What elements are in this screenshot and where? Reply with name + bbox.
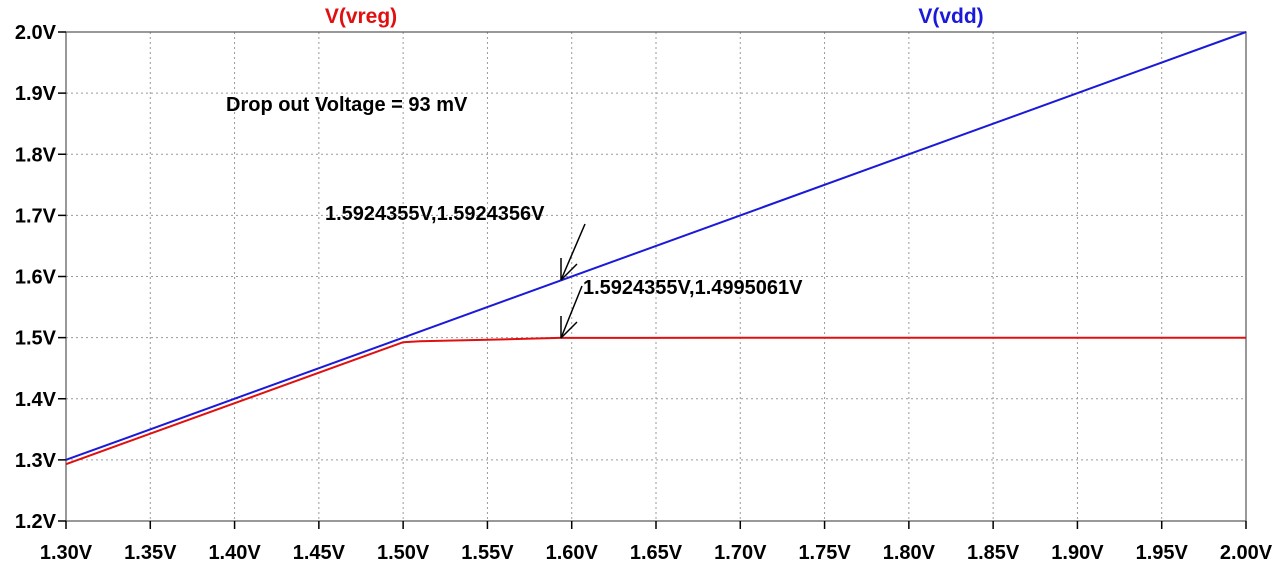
- x-tick-label: 1.65V: [630, 542, 683, 564]
- y-tick-label: 1.3V: [15, 450, 57, 472]
- x-tick-labels: 1.30V 1.35V 1.40V 1.45V 1.50V 1.55V 1.60V 1.65V…: [40, 542, 1273, 564]
- y-tick-label: 2.0V: [15, 22, 57, 44]
- x-tick-label: 1.90V: [1051, 542, 1104, 564]
- x-tick-label: 1.55V: [461, 542, 514, 564]
- y-tick-label: 1.4V: [15, 389, 57, 411]
- y-tick-label: 1.7V: [15, 205, 57, 227]
- x-tick-label: 1.60V: [546, 542, 599, 564]
- x-tick-label: 1.95V: [1136, 542, 1189, 564]
- vreg-point-arrow: [560, 285, 583, 339]
- y-tick-label: 1.8V: [15, 144, 57, 166]
- y-tick-label: 1.2V: [15, 511, 57, 533]
- x-tick-label: 1.70V: [714, 542, 767, 564]
- legend-vreg: V(vreg): [325, 5, 397, 28]
- dropout-annotation: Drop out Voltage = 93 mV: [226, 94, 468, 116]
- x-tick-label: 1.35V: [124, 542, 177, 564]
- tick-marks: [58, 31, 1247, 529]
- x-tick-label: 1.50V: [377, 542, 430, 564]
- series-line-v-vreg: [65, 336, 1247, 466]
- x-tick-label: 1.40V: [208, 542, 261, 564]
- x-tick-label: 2.00V: [1220, 542, 1273, 564]
- x-tick-label: 1.75V: [798, 542, 851, 564]
- series-line-v-vdd: [65, 31, 1247, 461]
- x-tick-label: 1.80V: [883, 542, 936, 564]
- y-tick-label: 1.9V: [15, 83, 57, 105]
- vdd-point-annotation: 1.5924355V,1.5924356V: [325, 203, 545, 225]
- vdd-point-arrow: [560, 223, 586, 281]
- x-tick-label: 1.85V: [967, 542, 1020, 564]
- vreg-point-annotation: 1.5924355V,1.4995061V: [583, 277, 803, 299]
- grid: [66, 32, 1246, 521]
- y-tick-labels: 2.0V 1.9V 1.8V 1.7V 1.6V 1.5V 1.4V 1.3V 1.2V: [15, 22, 57, 533]
- y-tick-label: 1.5V: [15, 328, 57, 350]
- y-tick-label: 1.6V: [15, 267, 57, 289]
- x-tick-label: 1.30V: [40, 542, 93, 564]
- series-lines: [65, 31, 1247, 466]
- legend-vdd: V(vdd): [918, 5, 983, 28]
- x-tick-label: 1.45V: [293, 542, 346, 564]
